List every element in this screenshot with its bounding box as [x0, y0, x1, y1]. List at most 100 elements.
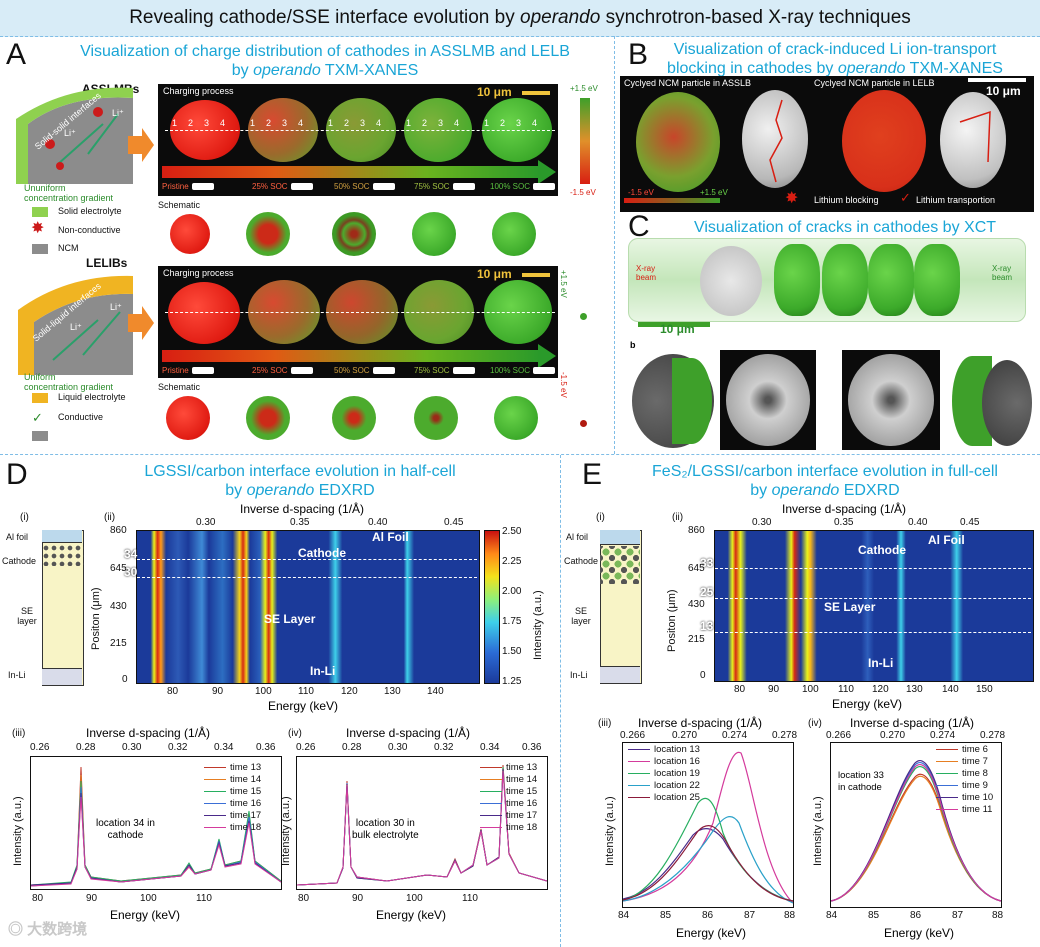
soc-100-2: 100% SOC	[490, 366, 556, 375]
d-iii-leg-4: time 16	[230, 798, 262, 809]
e-iii-x-87: 87	[744, 910, 756, 921]
energy-bottom-label-2: -1.5 eV	[559, 372, 568, 398]
energy-dot-green	[580, 313, 587, 320]
cell-e-in-li: In-Li	[570, 670, 588, 680]
pos-3b: 3	[282, 118, 288, 128]
d-map-se-layer: SE Layer	[264, 612, 316, 626]
soc-75-text-2: 75% SOC	[414, 366, 450, 375]
d-iv-inv-label: Inverse d-spacing (1/Å)	[346, 726, 471, 740]
cell-d-cathode: Cathode	[2, 556, 37, 566]
xct-gray-slice-2-particle	[848, 354, 934, 446]
panel-a-letter: A	[6, 38, 27, 71]
legend-ncm-swatch	[32, 244, 48, 254]
d-iv-x-110: 110	[462, 893, 478, 904]
d-e-100: 100	[255, 686, 272, 697]
schematic-label-2: Schematic	[158, 382, 201, 392]
soc-50-text: 50% SOC	[334, 182, 370, 191]
cb-2-00: 2.00	[502, 586, 522, 597]
panel-b-letter: B	[628, 38, 649, 71]
panel-d-letter: D	[6, 458, 28, 491]
cell-d-se: SE layer	[17, 606, 37, 626]
pos-3c: 3	[360, 118, 366, 128]
d-iv-x-100: 100	[406, 893, 423, 904]
panel-b-label-left: Cyclyed NCM particle in ASSLB	[624, 78, 752, 88]
pos-1d: 1	[406, 118, 412, 128]
xct-slice-2	[822, 244, 868, 316]
panel-d-italic: operando	[246, 482, 315, 499]
pos-4c: 4	[376, 118, 382, 128]
e-iii-spectra	[623, 751, 793, 904]
e-iv-x-85: 85	[868, 910, 880, 921]
gradient-arrowhead-icon	[538, 160, 556, 184]
e-iii-inv-4: 0.278	[772, 730, 798, 741]
divider-vertical-bottom	[560, 455, 561, 947]
d-inv-tick-4: 0.45	[444, 517, 464, 528]
schematic2-sphere-5	[494, 396, 538, 440]
soc-100: 100% SOC	[490, 182, 556, 191]
d-e-90: 90	[212, 686, 224, 697]
uniform-line1: Uniform	[24, 372, 56, 382]
pos-1: 1	[172, 118, 178, 128]
e-e-110: 110	[838, 684, 854, 695]
e-iv-annotation: location 33 in cathode	[838, 770, 884, 794]
d-iii-ylabel: Intensity (a.u.)	[12, 796, 24, 866]
e-pos-430: 430	[688, 599, 705, 610]
panel-c-title: Visualization of cracks in cathodes by X…	[693, 219, 997, 236]
soc-pristine-2: Pristine	[162, 366, 214, 375]
panel-e-sub-iv: (iv)	[808, 718, 822, 729]
d-iii-legend: time 13 time 14 time 15 time 16 time 17 …	[204, 762, 261, 834]
e-e-130: 130	[906, 684, 923, 695]
loc34-label: 34	[124, 547, 138, 561]
panel-e-suffix: EDXRD	[843, 482, 900, 499]
d-iv-x-80: 80	[298, 893, 310, 904]
panel-a-title-italic: operando	[253, 62, 321, 79]
schematic2-sphere-1	[166, 396, 210, 440]
panel-c-sub-b: b	[630, 340, 636, 350]
soc-50-text-2: 50% SOC	[334, 366, 370, 375]
energy-top-label-2: +1.5 eV	[559, 270, 568, 298]
panel-c-scale-bar	[638, 322, 710, 327]
e-iv-x-86: 86	[910, 910, 922, 921]
e-inv-tick-3: 0.40	[908, 517, 928, 528]
e-energy-label: Energy (keV)	[832, 697, 903, 711]
e-iii-leg-3: location 19	[654, 768, 700, 779]
e-iv-x-87: 87	[952, 910, 964, 921]
e-map-in-li: In-Li	[868, 656, 894, 670]
in-li-layer	[42, 668, 82, 685]
cell-e-se: SE layer	[571, 606, 591, 626]
ununiform-label: Ununiform concentration gradient	[24, 183, 113, 203]
e-pos-label: Positon (μm)	[666, 589, 678, 652]
loc30-line	[137, 577, 477, 578]
d-iv-xlabel: Energy (keV)	[376, 908, 447, 922]
soc-75-text: 75% SOC	[414, 182, 450, 191]
e-iv-leg-2: time 7	[962, 756, 988, 767]
panel-d-sub-ii: (ii)	[104, 512, 116, 523]
e-iv-x-84: 84	[826, 910, 838, 921]
d-iv-x-90: 90	[352, 893, 364, 904]
soc-pristine-text-2: Pristine	[162, 366, 189, 375]
watermark-logo: ◎ 大数跨境	[8, 921, 88, 938]
cell-e-cathode: Cathode	[564, 556, 599, 566]
d-map-cathode: Cathode	[298, 546, 346, 560]
soc-75-2: 75% SOC	[414, 366, 475, 375]
e-inv-tick-4: 0.45	[960, 517, 980, 528]
panel-c-scale-label: 10 μm	[660, 322, 695, 336]
soc-25-text-2: 25% SOC	[252, 366, 288, 375]
e-iv-annot-1: location 33	[838, 770, 884, 781]
panel-a-title-line1: Visualization of charge distribution of …	[80, 43, 570, 60]
asslmb-li2: Li⁺	[112, 108, 124, 118]
d-pos-0: 0	[122, 674, 128, 685]
lelib-li2: Li⁺	[110, 302, 122, 312]
loc33-line	[715, 568, 1031, 569]
d-iv-leg-4: time 16	[506, 798, 538, 809]
e-inv-tick-2: 0.35	[834, 517, 854, 528]
e-e-150: 150	[976, 684, 993, 695]
xct-slice-3	[868, 244, 914, 316]
e-iii-inv-3: 0.274	[722, 730, 748, 741]
d-inv-tick-2: 0.35	[290, 517, 310, 528]
e-pos-215: 215	[688, 634, 705, 645]
panel-e-italic: operando	[771, 482, 840, 499]
e-iv-leg-4: time 9	[962, 780, 988, 791]
lelib-li1: Li⁺	[70, 322, 82, 332]
legend-solid-swatch	[32, 207, 48, 217]
